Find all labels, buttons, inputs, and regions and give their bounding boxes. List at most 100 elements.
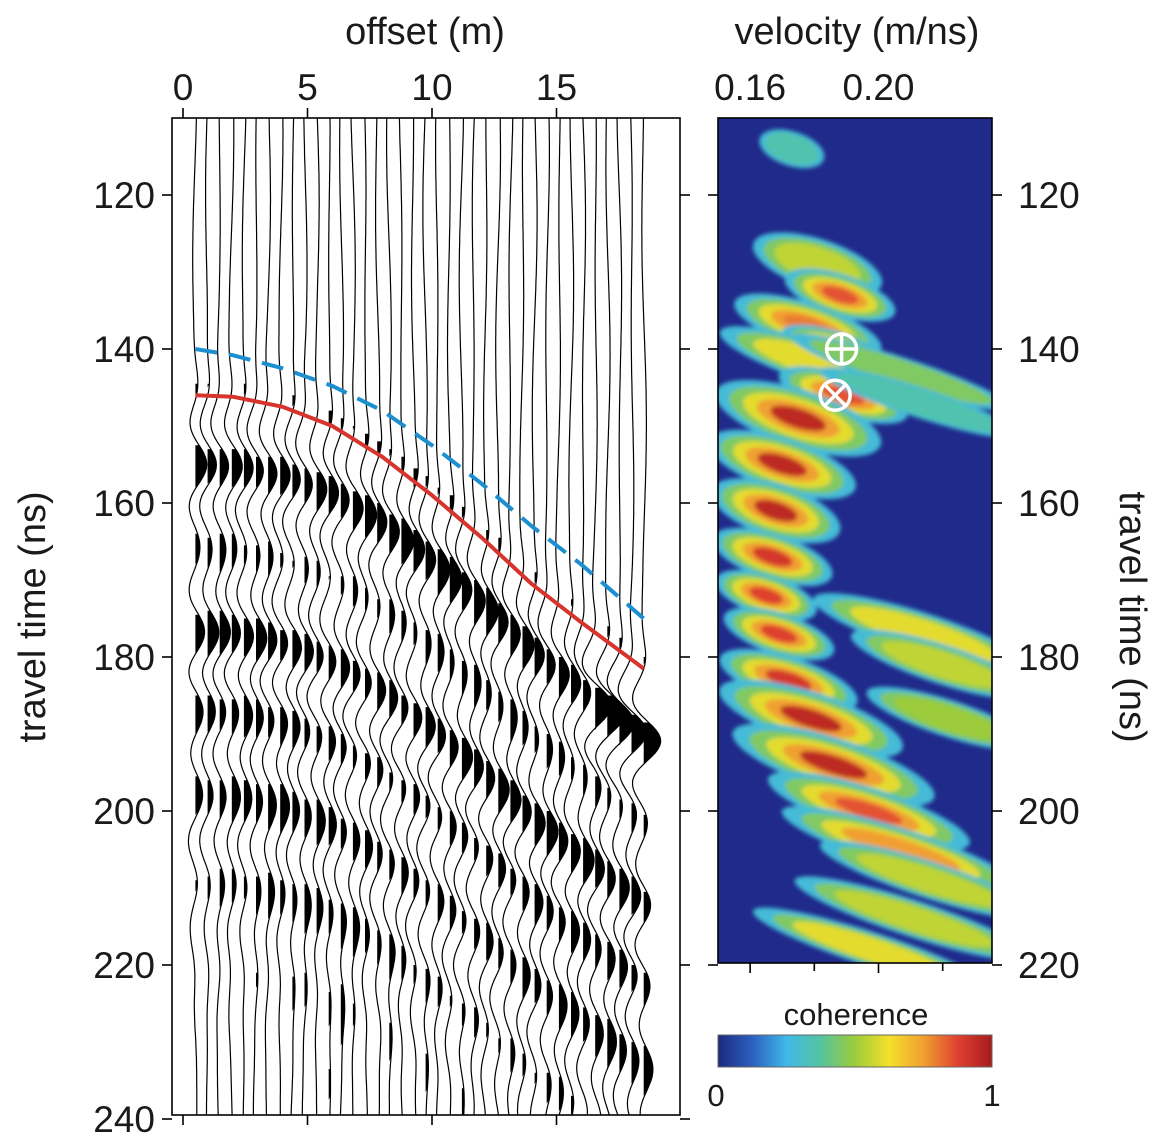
trace-wiggle [526,118,546,1115]
trace-positive-fill [437,976,443,1008]
trace-positive-fill [280,630,288,661]
colorbar-title: coherence [784,997,929,1032]
trace-18 [390,118,415,1115]
trace-positive-fill [643,891,651,923]
trace-positive-fill [219,610,231,657]
trace-positive-fill [304,718,310,750]
trace-29 [526,118,546,1115]
trace-positive-fill [231,699,239,734]
trace-wiggle [390,118,415,1115]
semblance-x-tick-label: 0.20 [842,67,914,108]
coherence-band-layer [861,835,941,864]
coherence-band-layer [821,286,859,304]
coherence-peak-17 [850,629,992,700]
trace-positive-fill [207,610,219,657]
seismogram-y-tick-label: 200 [93,791,155,832]
coherence-peak-13 [718,527,833,587]
trace-positive-fill [268,784,277,831]
seismogram-axes: 0 5 10 15 120 140 160 180 200 220 240 [93,67,690,1140]
blue-dashed-moveout-curve [195,347,646,621]
trace-positive-fill [195,695,203,734]
trace-positive-fill [546,649,556,684]
trace-positive-fill [498,768,510,815]
trace-positive-fill [389,514,400,553]
seismogram-y-tick-label: 120 [93,175,155,216]
trace-wiggle [295,118,314,1115]
trace-15 [354,118,378,1115]
coherence-band-layer [799,751,868,779]
trace-14 [342,118,364,1115]
trace-positive-fill [268,622,277,661]
coherence-peak-25 [794,876,992,962]
trace-wiggle [617,118,648,1115]
trace-wiggle [271,118,291,1115]
trace-positive-fill [268,872,275,919]
trace-positive-fill [243,780,252,823]
trace-23 [452,118,474,1115]
trace-positive-fill [583,680,591,711]
trace-positive-fill [534,884,543,927]
trace-6 [246,118,268,1115]
trace-positive-fill [292,464,301,500]
semblance-panel: 0.16 0.20 120 140 160 180 200 220 velocity (m/n… [707,11,1153,1113]
trace-positive-fill [292,791,300,835]
trace-wiggle [537,118,559,1115]
trace-13 [331,118,351,1115]
coherence-peak-19 [719,679,904,758]
trace-positive-fill [619,868,630,912]
velocity-pick-markers [818,332,859,412]
trace-positive-fill [546,734,553,769]
trace-9 [281,118,303,1115]
trace-27 [501,118,522,1115]
trace-positive-fill [498,691,503,723]
trace-positive-fill [631,714,647,754]
coherence-band-layer [912,652,974,677]
coherence-peak-10 [718,379,882,457]
trace-positive-fill [413,530,425,573]
trace-positive-fill [316,888,323,935]
trace-26 [489,118,510,1115]
trace-wiggle [595,118,625,1115]
trace-positive-fill [595,934,602,969]
trace-5 [234,118,255,1115]
colorbar: coherence 0 1 [707,997,1000,1113]
trace-positive-fill [256,618,267,661]
trace-positive-fill [377,930,382,965]
trace-positive-fill [461,1003,465,1027]
trace-positive-fill [256,545,260,573]
trace-wiggle [199,118,220,1115]
trace-positive-fill [389,934,396,981]
trace-positive-fill [607,941,616,981]
seismogram-x-tick-label: 10 [411,67,452,108]
trace-positive-fill [340,818,347,850]
coherence-band-layer [832,935,912,963]
trace-positive-fill [522,795,532,835]
trace-positive-fill [413,965,417,985]
coherence-band-layer [757,452,807,477]
trace-28 [514,118,535,1115]
semblance-frame [717,117,993,964]
trace-positive-fill [352,660,360,692]
moveout-curves [195,347,646,671]
seismogram-y-tick-label: 240 [93,1099,155,1140]
trace-positive-fill [243,618,254,657]
trace-wiggle [452,118,474,1115]
trace-1 [187,118,208,1115]
red-moveout-curve [195,393,645,671]
trace-positive-fill [631,965,638,992]
trace-positive-fill [231,533,237,569]
trace-2 [199,118,220,1115]
coherence-peak-20 [866,686,992,751]
trace-positive-fill [461,737,473,781]
trace-positive-fill [377,503,387,546]
trace-positive-fill [280,784,290,835]
trace-wiggle [368,118,388,1115]
trace-positive-fill [522,626,535,669]
seismogram-y-tick-label: 160 [93,483,155,524]
trace-positive-fill [316,472,327,511]
trace-7 [258,118,278,1115]
trace-positive-fill [413,868,419,900]
trace-positive-fill [401,857,409,896]
trace-positive-fill [328,476,339,515]
trace-wiggle [514,118,535,1115]
